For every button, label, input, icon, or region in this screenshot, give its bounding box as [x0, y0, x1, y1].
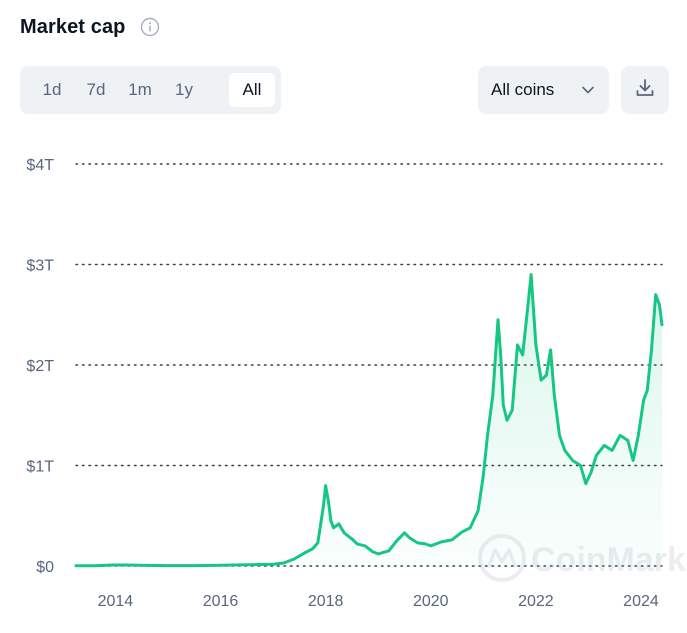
y-tick-label: $1T — [26, 459, 54, 476]
coins-dropdown[interactable]: All coins — [478, 66, 609, 114]
market-cap-chart: $0$1T$2T$3T$4T CoinMarketCap 20142016201… — [26, 157, 687, 610]
info-icon[interactable] — [140, 17, 160, 37]
series-layer — [74, 273, 664, 568]
y-tick-label: $3T — [26, 258, 54, 275]
chevron-down-icon — [581, 83, 595, 97]
x-axis-labels: 2014 2016 2018 2020 2022 2024 — [98, 593, 659, 610]
time-range-selector: 1d 7d 1m 1y All — [20, 66, 281, 114]
coins-dropdown-label: All coins — [491, 80, 555, 99]
series-line — [74, 273, 664, 568]
range-button-7d[interactable]: 7d — [86, 80, 106, 99]
x-tick-label: 2018 — [308, 593, 344, 610]
x-tick-label: 2020 — [413, 593, 449, 610]
page-title: Market cap — [20, 15, 126, 38]
y-tick-label: $2T — [26, 358, 54, 375]
x-tick-label: 2024 — [623, 593, 659, 610]
x-tick-label: 2014 — [98, 593, 134, 610]
range-button-1d[interactable]: 1d — [42, 80, 62, 99]
series-area — [76, 274, 662, 566]
y-axis-labels: $0 $1T $2T $3T $4T — [26, 157, 54, 576]
y-tick-label: $4T — [26, 157, 54, 174]
range-button-1m[interactable]: 1m — [128, 80, 152, 99]
range-button-1y[interactable]: 1y — [175, 80, 193, 99]
range-button-all[interactable]: All — [229, 73, 275, 107]
download-button[interactable] — [621, 66, 669, 114]
header: Market cap — [20, 14, 160, 40]
x-tick-label: 2016 — [203, 593, 239, 610]
x-tick-label: 2022 — [518, 593, 554, 610]
download-icon — [634, 77, 656, 104]
y-tick-label: $0 — [36, 559, 54, 576]
